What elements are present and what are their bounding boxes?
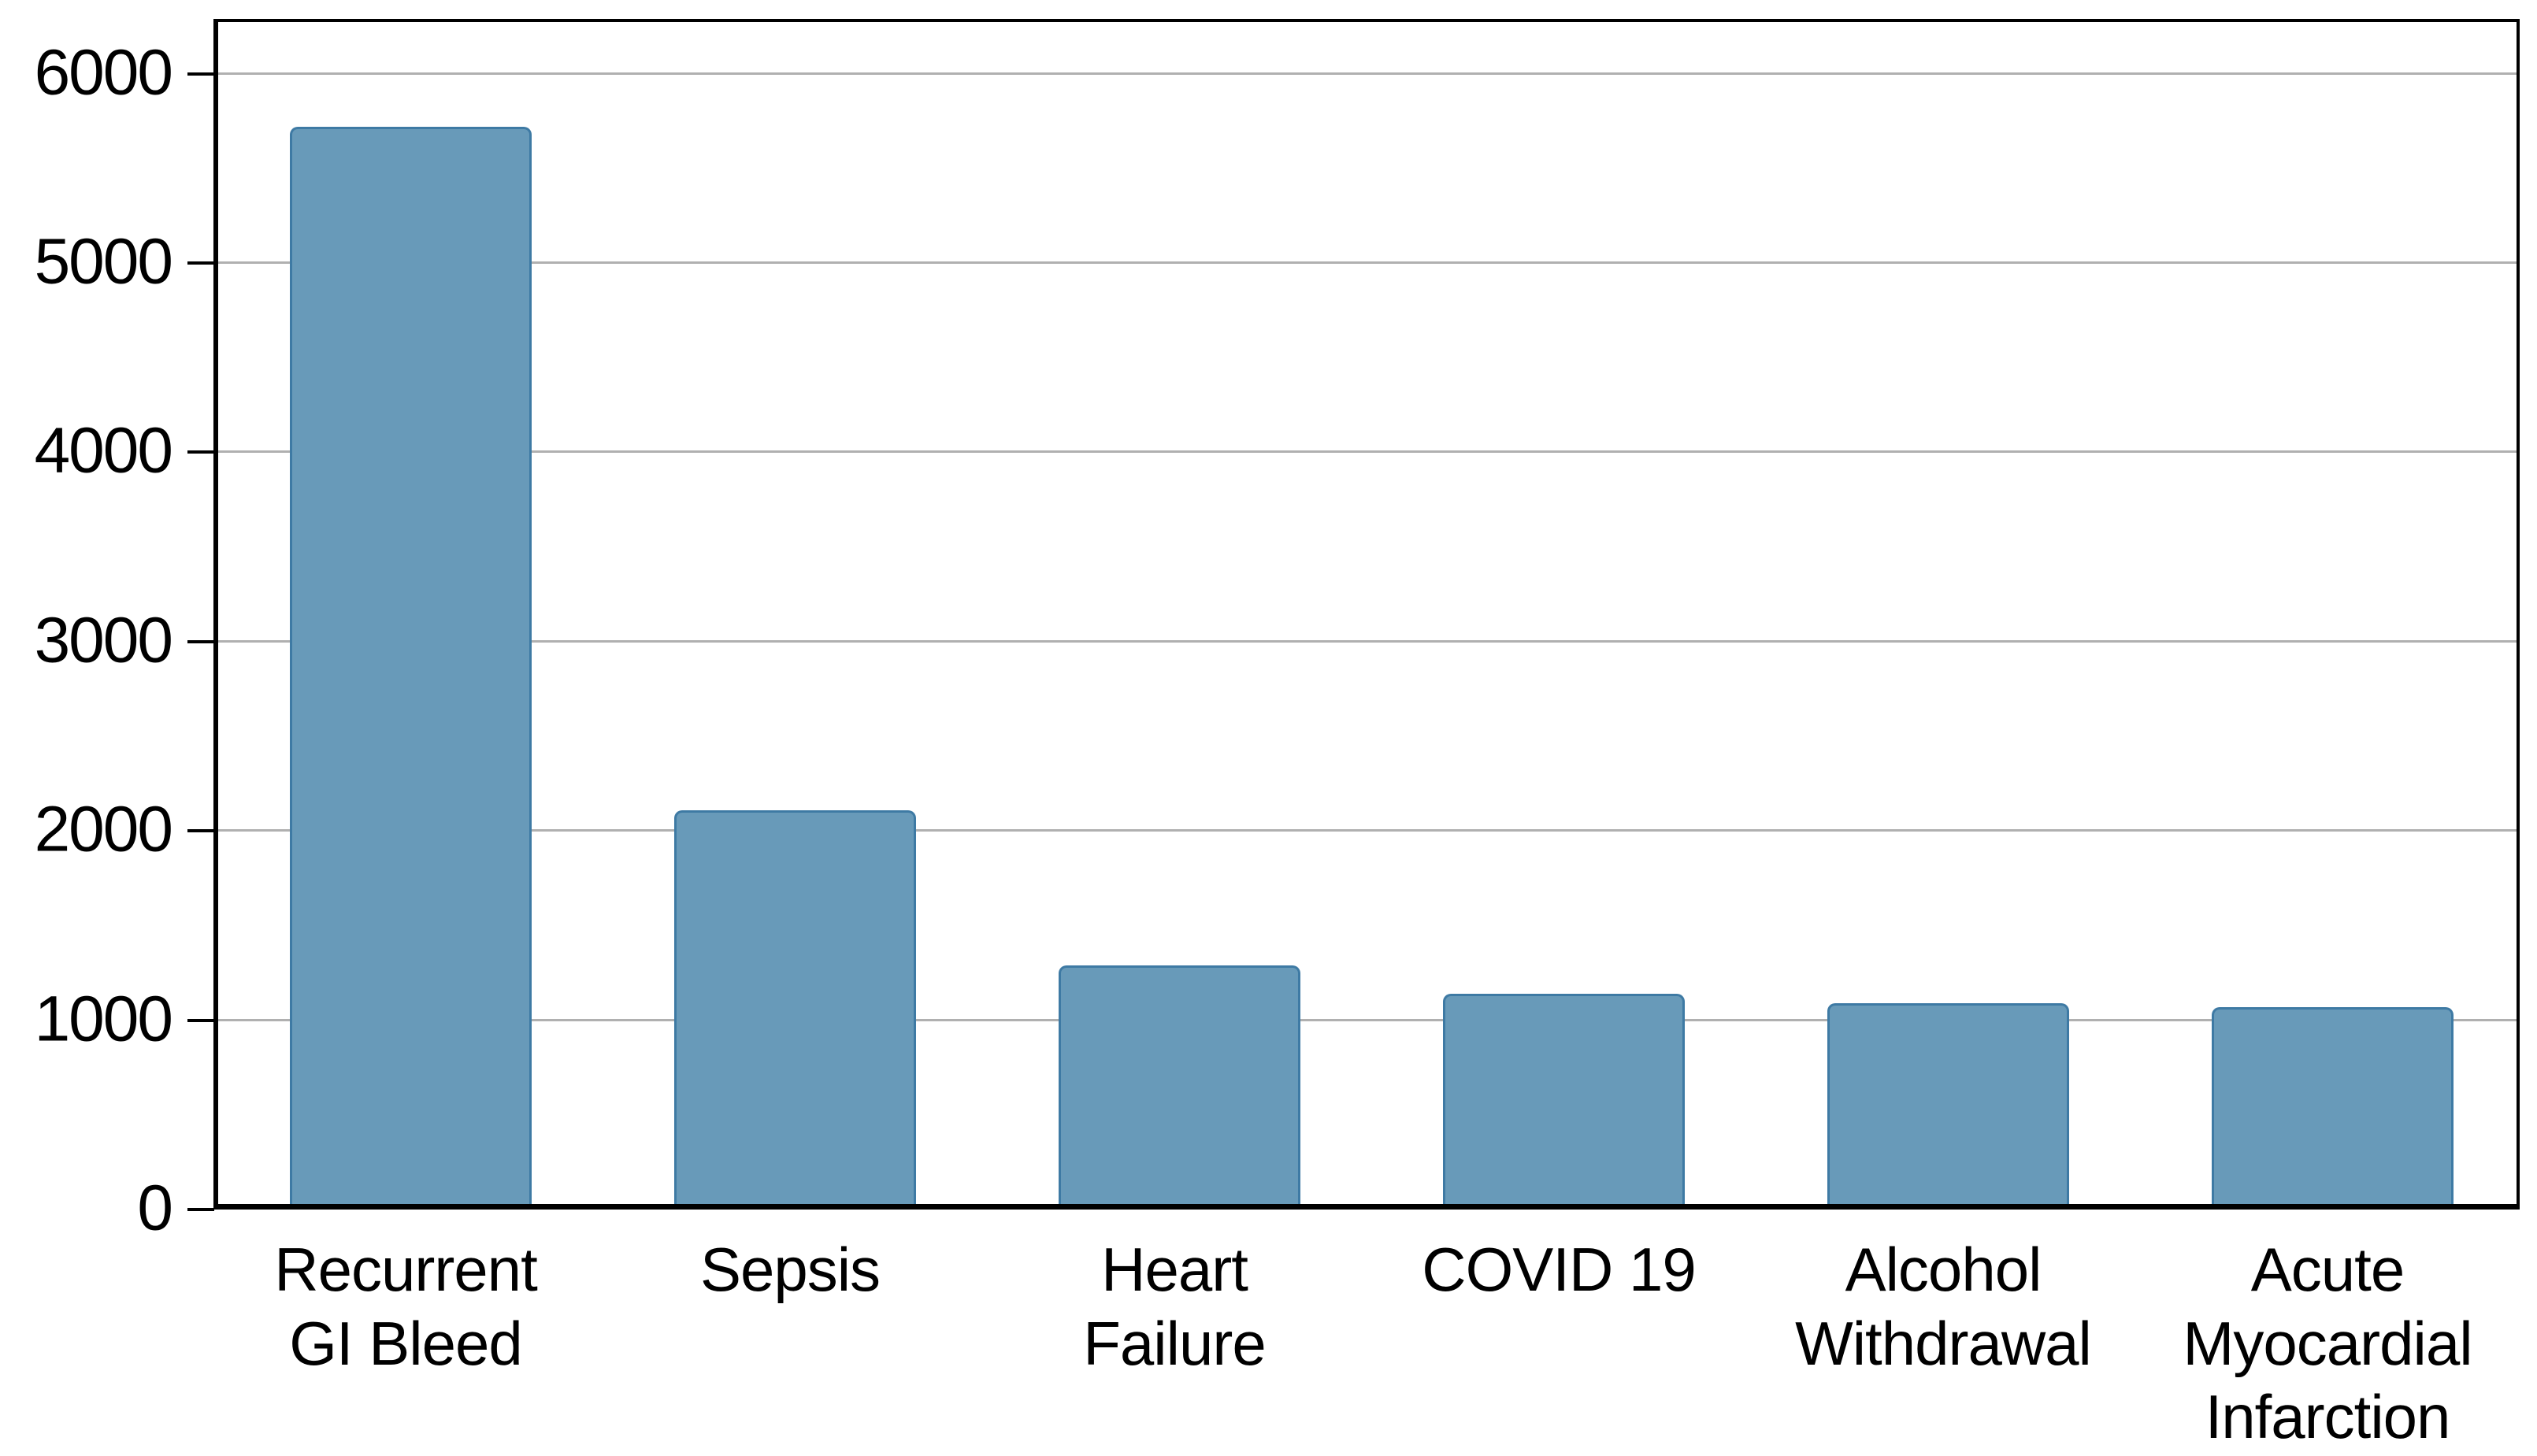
gridline-5000 <box>218 261 2517 265</box>
gridlines <box>218 22 2517 1204</box>
y-tick-5000 <box>187 261 214 265</box>
y-tick-4000 <box>187 450 214 454</box>
plot-area <box>213 19 2520 1210</box>
bar-1 <box>674 810 916 1204</box>
y-tick-3000 <box>187 639 214 643</box>
y-tick-label-3000: 3000 <box>34 604 173 676</box>
y-tick-1000 <box>187 1018 214 1022</box>
gridline-6000 <box>218 72 2517 75</box>
y-tick-2000 <box>187 829 214 833</box>
y-tick-6000 <box>187 72 214 76</box>
y-tick-0 <box>187 1208 214 1211</box>
bar-4 <box>1827 1003 2069 1204</box>
gridline-2000 <box>218 829 2517 832</box>
bar-2 <box>1059 965 1300 1204</box>
bar-3 <box>1443 994 1685 1204</box>
y-tick-label-0: 0 <box>137 1172 173 1244</box>
bar-5 <box>2212 1007 2454 1204</box>
x-label-1: Sepsis <box>699 1235 881 1304</box>
y-tick-label-6000: 6000 <box>34 36 173 109</box>
x-label-2: Heart Failure <box>1083 1235 1266 1378</box>
x-label-4: Alcohol Withdrawal <box>1795 1235 2092 1378</box>
bar-series <box>218 22 2517 1204</box>
x-label-0: Recurrent GI Bleed <box>274 1235 537 1378</box>
bar-0 <box>290 127 532 1204</box>
x-label-3: COVID 19 <box>1422 1235 1696 1304</box>
y-tick-label-4000: 4000 <box>34 414 173 487</box>
gridline-4000 <box>218 450 2517 454</box>
y-tick-label-2000: 2000 <box>34 793 173 865</box>
x-label-5: Acute Myocardial Infarction <box>2183 1235 2472 1452</box>
gridline-1000 <box>218 1018 2517 1021</box>
y-tick-label-1000: 1000 <box>34 982 173 1054</box>
y-tick-label-5000: 5000 <box>34 225 173 298</box>
gridline-3000 <box>218 639 2517 643</box>
